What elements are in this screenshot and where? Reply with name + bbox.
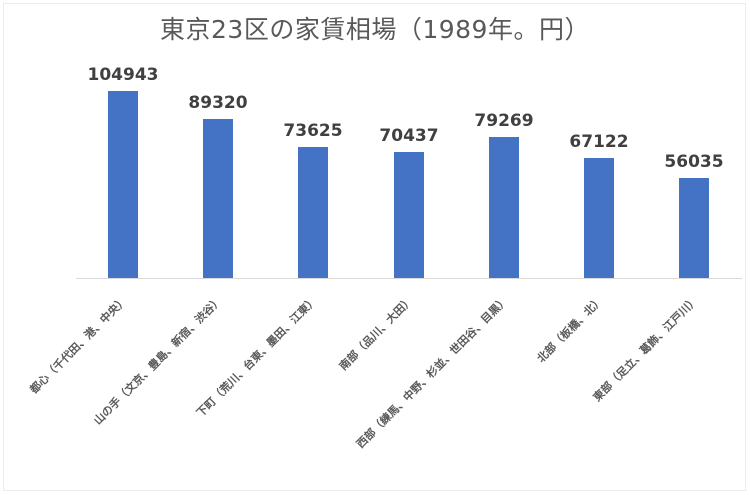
data-label: 70437 (379, 126, 439, 146)
bar (203, 119, 233, 278)
data-label: 67122 (569, 132, 629, 152)
bar (679, 178, 709, 278)
bar (489, 137, 519, 278)
bar (298, 147, 328, 278)
data-label: 104943 (87, 65, 159, 85)
chart-title: 東京23区の家賃相場（1989年。円） (160, 15, 590, 44)
data-label: 79269 (474, 111, 534, 131)
bar (394, 152, 424, 278)
bar (108, 91, 138, 278)
bar (584, 158, 614, 278)
data-label: 73625 (283, 121, 343, 141)
data-label: 56035 (664, 152, 724, 172)
x-axis-line (76, 278, 742, 279)
data-label: 89320 (188, 93, 248, 113)
